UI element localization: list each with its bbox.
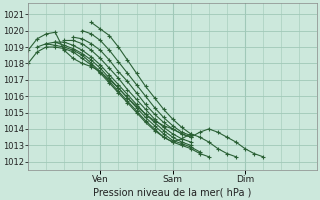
X-axis label: Pression niveau de la mer( hPa ): Pression niveau de la mer( hPa ) — [93, 187, 252, 197]
